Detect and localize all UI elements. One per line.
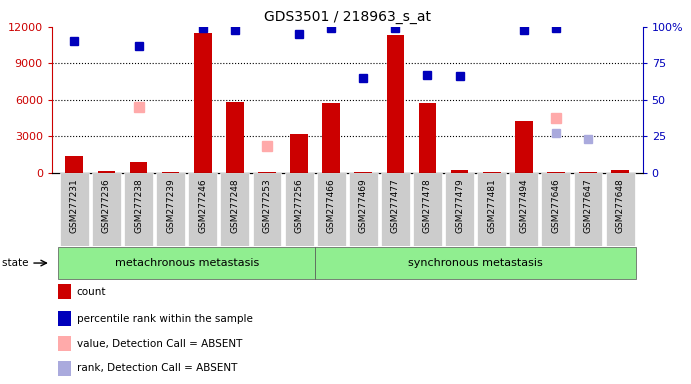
Bar	[322, 104, 340, 173]
Text: GSM277253: GSM277253	[263, 179, 272, 233]
Text: GSM277494: GSM277494	[520, 179, 529, 233]
Text: GSM277256: GSM277256	[294, 179, 303, 233]
Bar	[413, 173, 442, 246]
Bar	[509, 173, 538, 246]
Bar	[188, 173, 217, 246]
Bar	[547, 172, 565, 173]
Text: synchronous metastasis: synchronous metastasis	[408, 258, 543, 268]
Bar	[515, 121, 533, 173]
Bar	[58, 248, 315, 279]
Bar	[349, 173, 378, 246]
Text: GSM277248: GSM277248	[230, 179, 239, 233]
Bar	[58, 311, 70, 326]
Text: GSM277246: GSM277246	[198, 179, 207, 233]
Text: GSM277231: GSM277231	[70, 179, 79, 233]
Bar	[285, 173, 314, 246]
Text: GSM277469: GSM277469	[359, 179, 368, 233]
Text: GSM277478: GSM277478	[423, 179, 432, 233]
Text: GSM277236: GSM277236	[102, 179, 111, 233]
Bar	[194, 33, 211, 173]
Bar	[58, 336, 70, 351]
Text: GSM277477: GSM277477	[391, 179, 400, 233]
Bar	[156, 173, 185, 246]
Text: GSM277238: GSM277238	[134, 179, 143, 233]
Text: percentile rank within the sample: percentile rank within the sample	[77, 314, 252, 324]
Bar	[315, 248, 636, 279]
Bar	[66, 156, 83, 173]
Title: GDS3501 / 218963_s_at: GDS3501 / 218963_s_at	[264, 10, 430, 25]
Bar	[477, 173, 507, 246]
Bar	[58, 285, 70, 299]
Bar	[445, 173, 474, 246]
Text: metachronous metastasis: metachronous metastasis	[115, 258, 259, 268]
Bar	[606, 173, 634, 246]
Text: GSM277646: GSM277646	[551, 179, 560, 233]
Text: GSM277239: GSM277239	[166, 179, 175, 233]
Bar	[290, 134, 308, 173]
Text: value, Detection Call = ABSENT: value, Detection Call = ABSENT	[77, 339, 242, 349]
Text: GSM277647: GSM277647	[583, 179, 593, 233]
Bar	[92, 173, 121, 246]
Bar	[226, 102, 244, 173]
Bar	[130, 162, 147, 173]
Bar	[124, 173, 153, 246]
Bar	[574, 173, 603, 246]
Bar	[483, 172, 500, 173]
Text: disease state: disease state	[0, 258, 28, 268]
Text: GSM277466: GSM277466	[327, 179, 336, 233]
Bar	[258, 172, 276, 173]
Text: count: count	[77, 287, 106, 297]
Bar	[381, 173, 410, 246]
Bar	[58, 361, 70, 376]
Bar	[451, 170, 468, 173]
Bar	[419, 104, 436, 173]
Bar	[60, 173, 88, 246]
Bar	[542, 173, 570, 246]
Bar	[220, 173, 249, 246]
Bar	[162, 172, 180, 173]
Text: GSM277479: GSM277479	[455, 179, 464, 233]
Bar	[386, 35, 404, 173]
Bar	[316, 173, 346, 246]
Text: rank, Detection Call = ABSENT: rank, Detection Call = ABSENT	[77, 363, 237, 374]
Bar	[97, 171, 115, 173]
Bar	[252, 173, 281, 246]
Bar	[612, 170, 629, 173]
Text: GSM277481: GSM277481	[487, 179, 496, 233]
Bar	[579, 172, 597, 173]
Bar	[354, 172, 372, 173]
Text: GSM277648: GSM277648	[616, 179, 625, 233]
